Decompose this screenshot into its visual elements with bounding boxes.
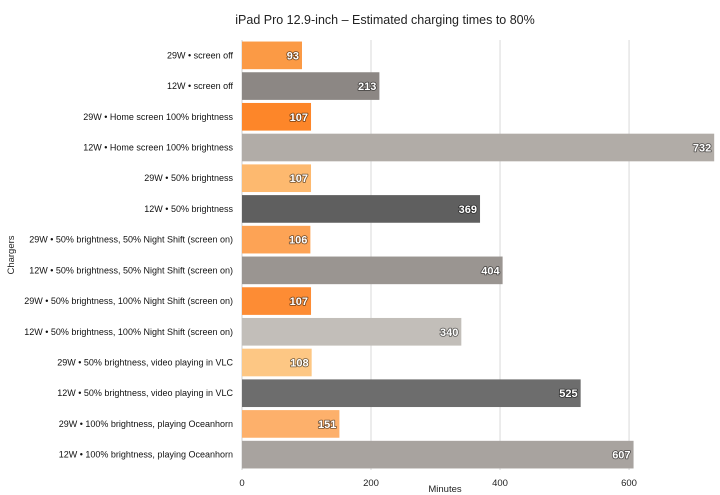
category-label: 12W • Home screen 100% brightness [83, 143, 233, 153]
x-tick-label: 600 [621, 478, 637, 489]
bar [242, 164, 312, 193]
chart-title: iPad Pro 12.9-inch – Estimated charging … [235, 13, 534, 27]
data-label: 151 [318, 419, 336, 431]
data-labels: 93 213 107 732 107 369 106 404 107 340 108 525 151 60… [286, 50, 712, 463]
category-label: 12W • 50% brightness, video playing in V… [57, 388, 233, 398]
bar [242, 225, 311, 254]
x-axis-title: Minutes [428, 484, 462, 495]
bar [242, 102, 312, 131]
category-label: 12W • 100% brightness, playing Oceanhorn [59, 450, 233, 460]
category-label: 12W • 50% brightness [144, 204, 233, 214]
category-label: 12W • 50% brightness, 50% Night Shift (s… [29, 265, 233, 275]
data-label: 525 [559, 388, 577, 400]
y-axis-title: Chargers [6, 235, 17, 274]
data-label: 107 [290, 173, 308, 185]
bar [242, 72, 380, 100]
bar [242, 256, 503, 285]
data-label: 369 [459, 204, 477, 216]
category-label: 12W • 50% brightness, 100% Night Shift (… [24, 327, 233, 337]
category-label: 29W • screen off [167, 50, 234, 60]
bar [242, 133, 715, 162]
bars [242, 41, 715, 469]
x-axis-ticks: 0 200 400 600 [239, 478, 637, 489]
data-label: 607 [612, 450, 630, 462]
category-label: 29W • 50% brightness, 100% Night Shift (… [24, 296, 233, 306]
bar [242, 348, 312, 377]
bar [242, 195, 481, 223]
bar [242, 379, 581, 408]
category-label: 12W • screen off [167, 81, 234, 91]
bar [242, 41, 302, 70]
x-tick-label: 0 [239, 478, 244, 489]
category-labels: 29W • screen off 12W • screen off 29W • Ho… [24, 50, 233, 459]
category-label: 29W • 50% brightness, 50% Night Shift (s… [29, 235, 233, 245]
x-tick-label: 400 [492, 478, 508, 489]
bar [242, 440, 634, 469]
bar [242, 287, 312, 315]
data-label: 108 [290, 358, 308, 370]
bar [242, 410, 340, 438]
data-label: 106 [289, 235, 307, 247]
data-label: 213 [358, 81, 376, 93]
data-label: 93 [287, 50, 299, 62]
data-label: 107 [290, 112, 308, 124]
category-label: 29W • 50% brightness, video playing in V… [57, 358, 233, 368]
data-label: 340 [440, 327, 458, 339]
data-label: 404 [481, 265, 500, 277]
category-label: 29W • 50% brightness [144, 173, 233, 183]
x-tick-label: 200 [363, 478, 379, 489]
data-label: 732 [693, 143, 711, 155]
bar [242, 317, 462, 346]
data-label: 107 [290, 296, 308, 308]
category-label: 29W • Home screen 100% brightness [83, 112, 233, 122]
category-label: 29W • 100% brightness, playing Oceanhorn [59, 419, 233, 429]
